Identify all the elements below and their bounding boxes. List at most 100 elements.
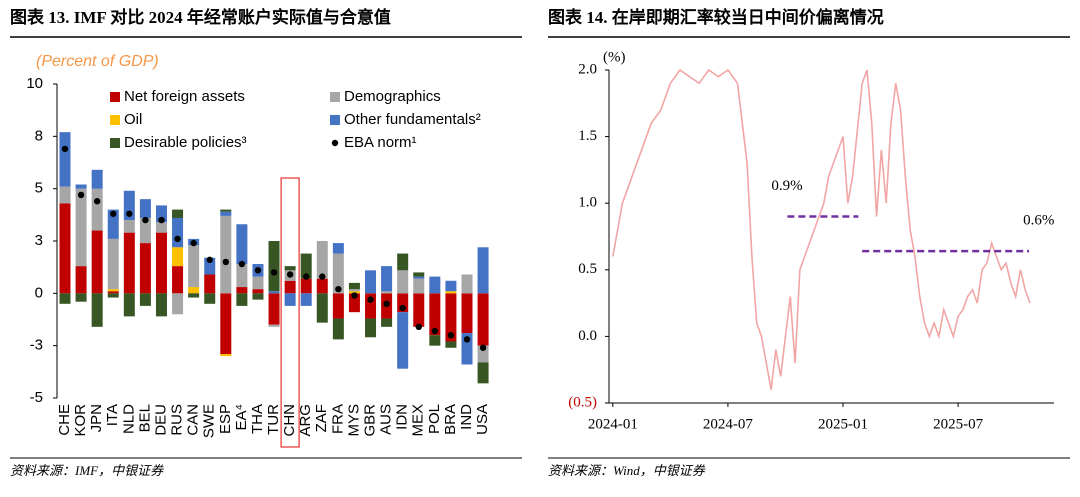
bar-segment xyxy=(461,293,473,334)
norm-dot xyxy=(335,285,342,293)
y-tick-label: 3 xyxy=(35,232,43,249)
norm-dot xyxy=(447,332,455,339)
bar-segment xyxy=(172,217,184,248)
y-tick-label: 0.5 xyxy=(578,261,597,277)
x-tick-label: EA⁴ xyxy=(233,404,250,430)
bar-segment xyxy=(365,293,377,319)
bar-segment xyxy=(461,274,473,294)
bar-segment xyxy=(461,333,473,365)
bar-segment xyxy=(477,247,489,294)
bar-segment xyxy=(268,241,280,292)
bar-segment xyxy=(236,224,248,265)
bar-segment xyxy=(188,287,200,294)
bar-segment xyxy=(204,257,216,275)
x-tick-label: GBR xyxy=(361,404,378,437)
bar-segment xyxy=(139,243,151,294)
x-tick-label: MYS xyxy=(345,404,362,437)
bar-segment xyxy=(155,205,167,223)
y-tick-label: 8 xyxy=(35,127,43,144)
x-tick-label: CHN xyxy=(281,404,298,437)
x-tick-label: AUS xyxy=(378,404,395,435)
bar-segment xyxy=(75,184,87,189)
y-tick-label: (0.5) xyxy=(568,394,597,410)
source: 资料来源：Wind，中银证券 xyxy=(548,463,706,478)
legend-label: Demographics xyxy=(344,88,441,105)
x-tick-label: DEU xyxy=(152,404,169,436)
bar-segment xyxy=(332,318,344,340)
bar-segment xyxy=(236,293,248,306)
bar-segment xyxy=(91,293,103,327)
norm-dot xyxy=(399,304,406,312)
bar-segment xyxy=(220,209,232,212)
bar-segment xyxy=(348,282,360,290)
norm-dot xyxy=(206,256,213,264)
bar-segment xyxy=(397,253,409,271)
bar-segment xyxy=(284,280,296,294)
bar-segment xyxy=(477,362,489,384)
x-tick-label: ARG xyxy=(297,404,314,437)
x-tick-label: POL xyxy=(426,404,443,434)
legend-marker xyxy=(331,139,339,147)
bar-segment xyxy=(252,289,264,294)
bar-segment xyxy=(445,341,457,348)
bar-segment xyxy=(348,293,360,313)
bar-segment xyxy=(429,276,441,294)
bar-segment xyxy=(123,232,135,294)
legend-swatch xyxy=(110,92,120,102)
legend-swatch xyxy=(330,115,340,125)
bar-segment xyxy=(75,293,87,302)
bar-segment xyxy=(59,203,71,294)
x-tick-label: IDN xyxy=(394,404,411,430)
y-tick-label: 0.0 xyxy=(578,328,597,344)
bar-segment xyxy=(381,266,393,292)
bar-segment xyxy=(268,293,280,325)
bar-segment xyxy=(397,270,409,294)
norm-dot xyxy=(126,210,133,217)
norm-dot xyxy=(222,258,229,266)
norm-dot xyxy=(415,323,422,331)
bar-segment xyxy=(139,293,151,306)
bar-segment xyxy=(445,293,457,342)
bar-segment xyxy=(107,291,119,294)
bar-segment xyxy=(284,266,296,271)
norm-dot xyxy=(431,327,439,335)
y-tick-label: 1.5 xyxy=(578,128,597,144)
norm-dot xyxy=(319,273,326,280)
bar-segment xyxy=(445,291,457,294)
norm-dot xyxy=(174,235,181,243)
bar-segment xyxy=(316,293,328,323)
bar-segment xyxy=(332,293,344,319)
bar-segment xyxy=(155,232,167,294)
bar-segment xyxy=(316,278,328,294)
norm-dot xyxy=(463,336,471,343)
x-tick-label: RUS xyxy=(169,404,186,436)
norm-dot xyxy=(77,191,85,199)
bar-segment xyxy=(413,278,425,294)
average-label: 0.9% xyxy=(771,178,802,194)
norm-dot xyxy=(190,239,197,247)
bar-segment xyxy=(268,324,280,327)
bar-segment xyxy=(75,188,87,267)
bar-segment xyxy=(59,293,71,304)
legend-label: Desirable policies³ xyxy=(124,134,247,151)
bar-segment xyxy=(155,293,167,317)
bar-segment xyxy=(220,215,232,294)
bar-segment xyxy=(139,217,151,244)
x-tick-label: ITA xyxy=(104,404,121,426)
x-tick-label: KOR xyxy=(72,404,89,437)
bar-segment xyxy=(397,293,409,313)
norm-dot xyxy=(110,210,117,217)
bar-segment xyxy=(107,209,119,239)
bar-segment xyxy=(220,211,232,216)
norm-dot xyxy=(367,296,374,303)
bar-segment xyxy=(300,278,312,294)
x-tick-label: TUR xyxy=(265,404,282,435)
bar-segment xyxy=(220,293,232,355)
bar-segment xyxy=(332,253,344,294)
y-axis-label: (%) xyxy=(603,49,626,65)
bar-segment xyxy=(155,222,167,233)
bar-segment xyxy=(300,293,312,306)
bar-segment xyxy=(172,266,184,294)
bar-segment xyxy=(236,264,248,288)
